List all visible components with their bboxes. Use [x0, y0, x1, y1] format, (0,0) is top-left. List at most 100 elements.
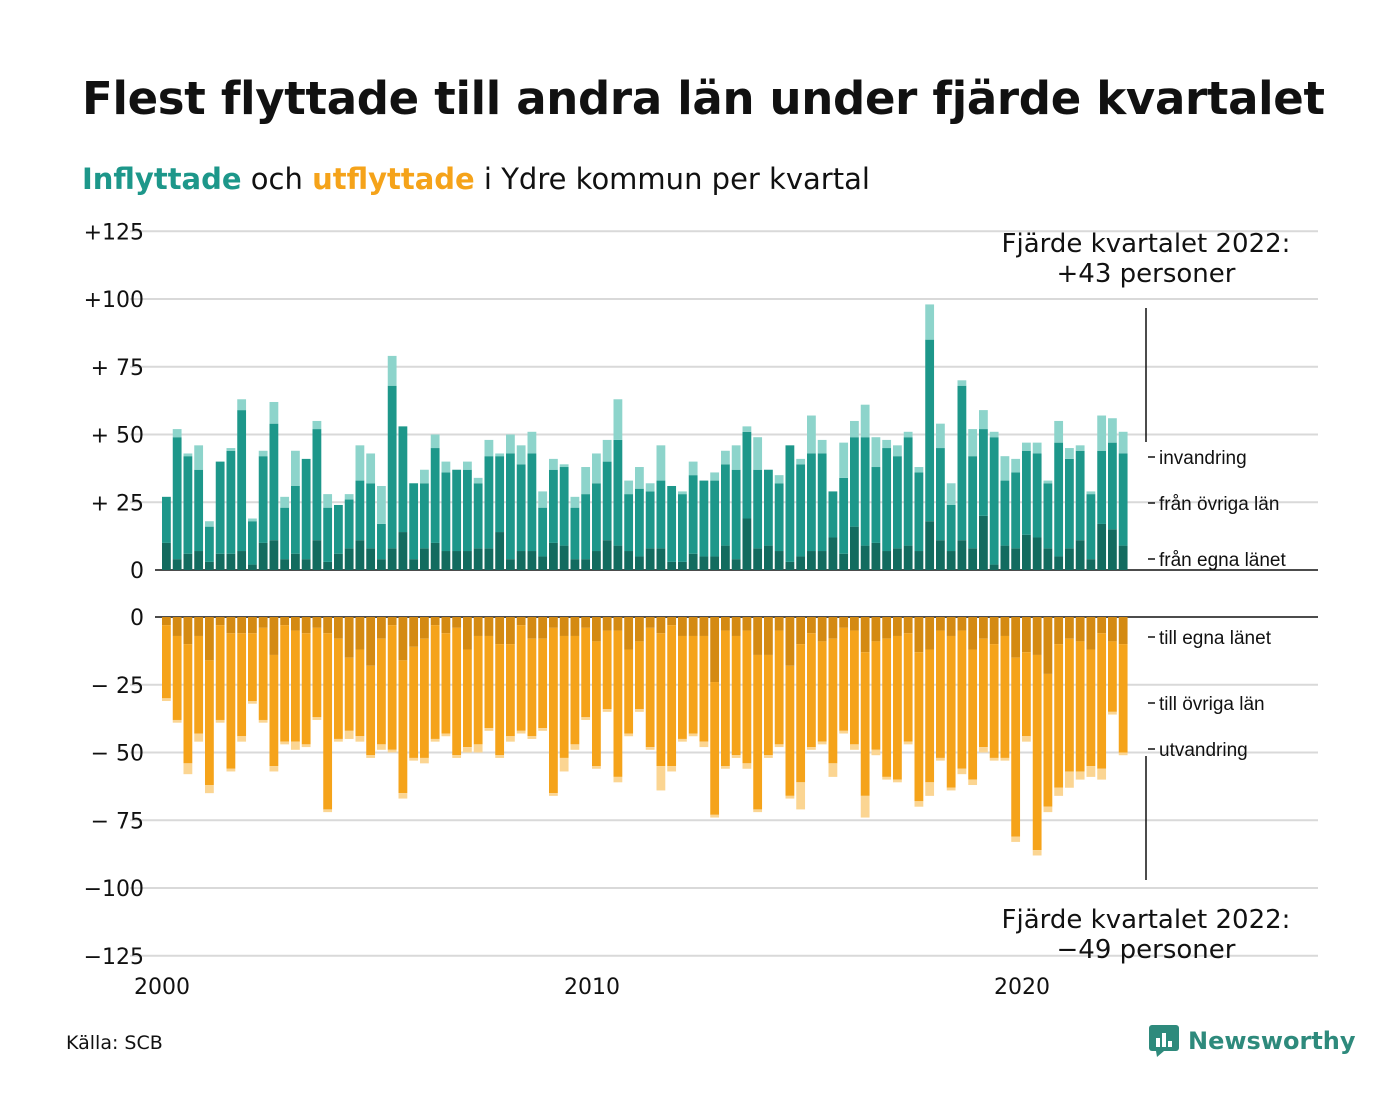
- legend-in-label: från egna länet: [1159, 550, 1286, 571]
- bar-out-segment: [452, 627, 462, 756]
- bar-in-segment: [516, 445, 526, 465]
- bar-out-segment: [355, 617, 365, 650]
- bar-out-segment: [968, 617, 978, 650]
- bar-in-segment: [688, 461, 698, 476]
- bar-in-segment: [355, 480, 365, 541]
- bar-in-segment: [441, 461, 451, 473]
- bar-in-segment: [925, 339, 935, 522]
- bar-out-segment: [1097, 768, 1107, 780]
- bar-out-segment: [205, 785, 214, 794]
- bar-out-segment: [742, 763, 752, 769]
- bar-out-segment: [215, 719, 225, 723]
- bar-out-segment: [602, 630, 612, 710]
- bar-out-segment: [162, 625, 171, 699]
- bar-in-segment: [355, 540, 365, 570]
- bar-in-segment: [463, 551, 472, 570]
- bar-out-segment: [334, 617, 343, 639]
- bar-in-segment: [237, 551, 247, 570]
- bar-out-segment: [387, 617, 397, 626]
- bar-out-segment: [946, 787, 956, 791]
- bar-out-segment: [1108, 617, 1117, 642]
- bar-out-segment: [699, 635, 709, 742]
- newsworthy-logo-icon: [1149, 1025, 1179, 1057]
- bar-in-segment: [785, 561, 795, 570]
- bar-out-segment: [592, 641, 601, 767]
- annotation-top-line: Fjärde kvartalet 2022:: [1002, 229, 1291, 259]
- bar-out-segment: [312, 717, 322, 720]
- bar-out-segment: [914, 652, 924, 802]
- bar-out-segment: [796, 617, 806, 645]
- bar-out-segment: [237, 617, 247, 634]
- bar-in-segment: [1022, 534, 1031, 570]
- bar-out-segment: [764, 654, 773, 756]
- bar-out-segment: [344, 730, 354, 739]
- y-tick-label: +100: [84, 288, 144, 313]
- bar-out-segment: [538, 617, 548, 639]
- bar-in-segment: [1054, 442, 1064, 557]
- bar-in-segment: [441, 472, 451, 552]
- bar-in-segment: [323, 494, 333, 508]
- bar-out-segment: [968, 649, 978, 780]
- bar-in-segment: [377, 559, 386, 570]
- bar-in-segment: [1075, 445, 1085, 451]
- y-tick-label: −125: [84, 945, 144, 970]
- bar-in-segment: [742, 426, 752, 432]
- bar-in-segment: [979, 429, 988, 516]
- bar-out-segment: [1086, 766, 1096, 777]
- bar-out-segment: [301, 633, 311, 745]
- chart-subtitle: Inflyttade och utflyttade i Ydre kommun …: [82, 162, 870, 196]
- bar-in-segment: [989, 564, 999, 570]
- bar-in-segment: [409, 559, 419, 570]
- bar-in-segment: [989, 437, 999, 565]
- bar-out-segment: [731, 617, 741, 636]
- bar-in-segment: [334, 504, 343, 554]
- bar-out-segment: [366, 665, 376, 756]
- bar-out-segment: [463, 649, 472, 748]
- bar-out-segment: [527, 736, 537, 739]
- bar-out-segment: [731, 755, 741, 758]
- bar-in-segment: [538, 491, 548, 508]
- bar-in-segment: [194, 469, 204, 552]
- bar-in-segment: [1043, 483, 1053, 549]
- bar-out-segment: [645, 747, 655, 750]
- bar-in-segment: [925, 521, 935, 570]
- bar-out-segment: [678, 617, 687, 636]
- bar-out-segment: [495, 617, 505, 645]
- bar-out-segment: [280, 617, 290, 626]
- bar-out-segment: [291, 741, 300, 750]
- bar-in-segment: [312, 429, 322, 541]
- bar-out-segment: [205, 617, 214, 661]
- bar-out-segment: [1118, 617, 1128, 645]
- bar-in-segment: [495, 453, 505, 457]
- bar-in-segment: [817, 439, 827, 454]
- bar-out-segment: [258, 719, 268, 723]
- bar-in-segment: [430, 434, 440, 449]
- bar-out-segment: [656, 766, 666, 791]
- bar-in-segment: [1032, 453, 1042, 538]
- bar-out-segment: [914, 617, 924, 653]
- bar-in-segment: [817, 551, 827, 570]
- bar-in-segment: [484, 439, 494, 457]
- bar-out-segment: [828, 617, 838, 639]
- bar-in-segment: [495, 456, 505, 533]
- bar-in-segment: [441, 551, 451, 570]
- bar-in-segment: [678, 494, 687, 562]
- bar-in-segment: [602, 439, 612, 462]
- bar-out-segment: [258, 627, 268, 720]
- bar-in-segment: [538, 556, 548, 570]
- bar-out-segment: [183, 763, 193, 775]
- bar-out-segment: [172, 719, 182, 723]
- bar-in-segment: [301, 458, 311, 560]
- bar-out-segment: [753, 654, 763, 810]
- bar-out-segment: [506, 736, 515, 742]
- bar-out-segment: [452, 755, 462, 758]
- annotation-bottom-line: Fjärde kvartalet 2022:: [1002, 905, 1291, 935]
- bar-in-segment: [635, 467, 644, 489]
- bar-out-segment: [688, 635, 698, 734]
- bar-out-segment: [473, 744, 483, 753]
- bar-in-segment: [1075, 540, 1085, 570]
- bar-in-segment: [1086, 491, 1096, 495]
- bar-out-segment: [183, 617, 193, 645]
- bar-out-segment: [850, 744, 859, 750]
- bar-out-segment: [592, 766, 601, 769]
